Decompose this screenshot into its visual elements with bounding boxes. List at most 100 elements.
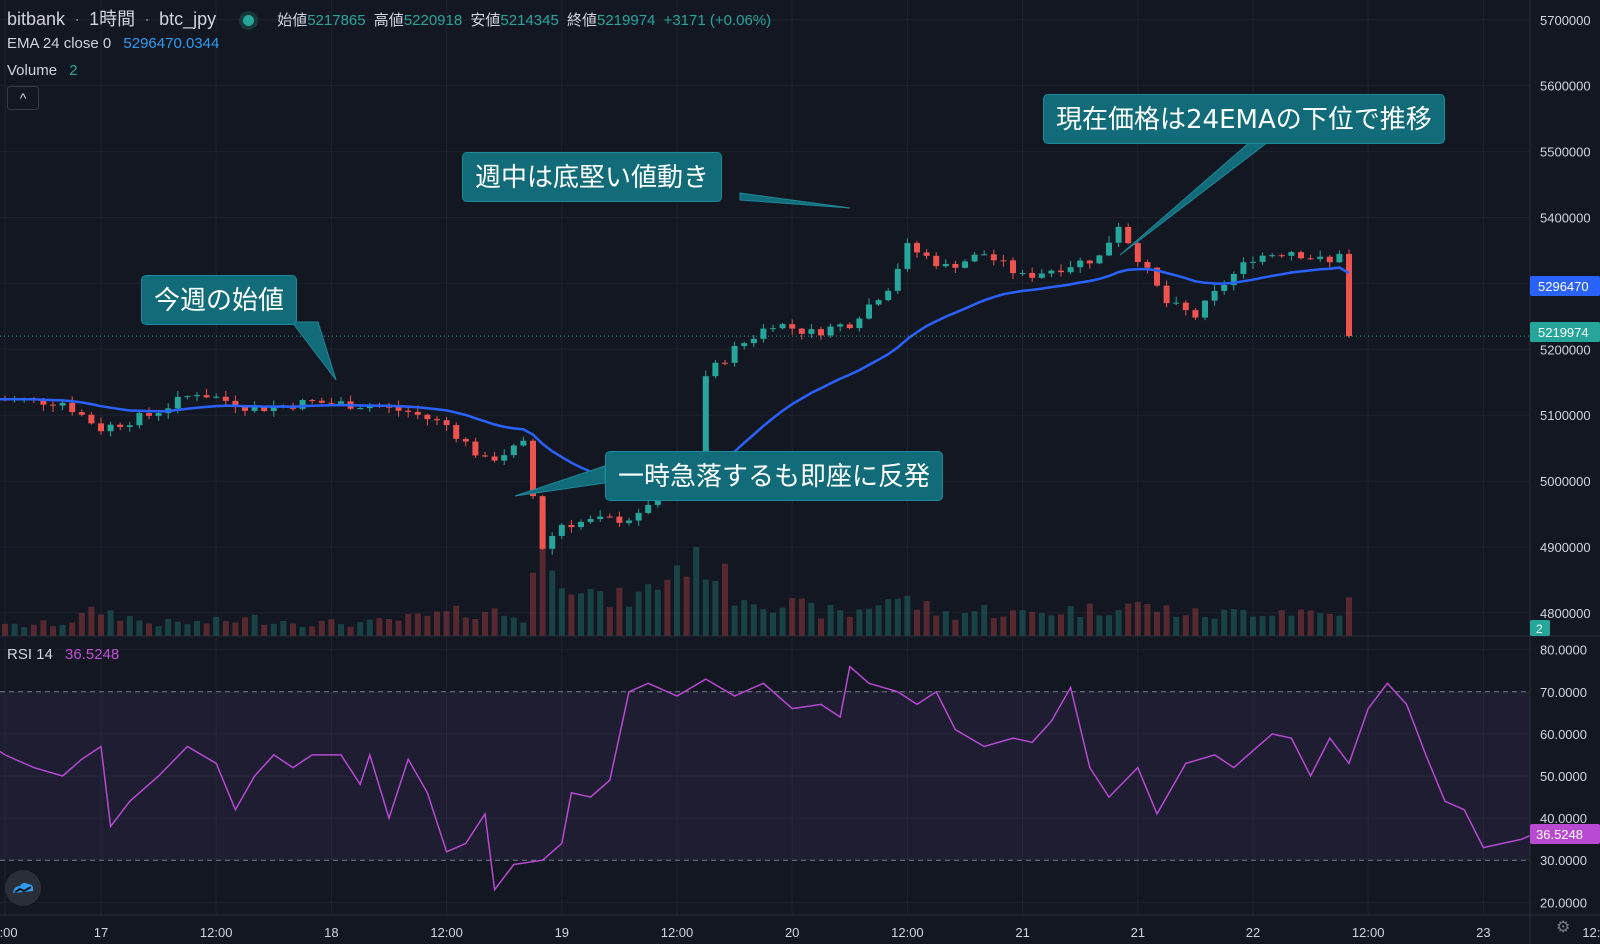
volume-bar bbox=[1336, 615, 1343, 636]
volume-bar bbox=[1250, 616, 1256, 636]
price-tick-label: 5600000 bbox=[1540, 79, 1591, 94]
candle bbox=[414, 411, 421, 415]
last-price-badge: 5219974 bbox=[1538, 325, 1589, 340]
candle bbox=[760, 328, 767, 339]
candle bbox=[1211, 290, 1218, 301]
time-tick-label: 19 bbox=[555, 925, 569, 940]
rsi-axis[interactable]: 80.0000 70.0000 60.0000 50.0000 40.0000 30.00… bbox=[1540, 643, 1587, 911]
price-tick-label: 4900000 bbox=[1540, 540, 1591, 555]
candle bbox=[1067, 267, 1074, 273]
volume-bar bbox=[904, 595, 911, 636]
candle bbox=[242, 407, 248, 411]
candle bbox=[261, 406, 268, 412]
volume-bar bbox=[549, 570, 556, 636]
volume-bar bbox=[827, 605, 834, 636]
candle bbox=[597, 516, 604, 520]
candle bbox=[731, 345, 738, 363]
candle bbox=[184, 396, 191, 398]
ema-legend[interactable]: EMA 24 close 0 5296470.0344 bbox=[7, 35, 223, 52]
candle bbox=[462, 438, 469, 442]
volume-bar bbox=[213, 616, 220, 636]
volume-bar bbox=[395, 620, 402, 636]
open-label: 始値 bbox=[277, 12, 308, 29]
time-tick-label: 2:00 bbox=[0, 925, 18, 940]
candle bbox=[1298, 252, 1304, 259]
candlestick-series bbox=[2, 222, 1352, 555]
volume-bar bbox=[251, 614, 258, 636]
candle bbox=[251, 406, 258, 411]
last-price-badge-bg bbox=[1530, 322, 1600, 342]
symbol-header[interactable]: bitbank · 1時間 · btc_jpy 始値5217865 高値5220… bbox=[7, 9, 772, 29]
candle bbox=[501, 455, 508, 461]
settings-gear-icon[interactable]: ⚙ bbox=[1556, 919, 1571, 936]
volume-badge-bg bbox=[1530, 620, 1550, 636]
time-tick-label: 20 bbox=[785, 925, 799, 940]
volume-legend-value: 2 bbox=[69, 62, 78, 79]
candle bbox=[645, 504, 652, 513]
time-tick-label: 12:00 bbox=[891, 925, 924, 940]
volume-bar bbox=[194, 620, 200, 636]
candle bbox=[1307, 258, 1314, 260]
price-tick-label: 5200000 bbox=[1540, 342, 1591, 357]
candle bbox=[558, 524, 565, 536]
candle bbox=[837, 324, 844, 327]
rsi-legend-value: 36.5248 bbox=[65, 646, 120, 663]
candle bbox=[472, 441, 479, 456]
volume-bar bbox=[962, 612, 968, 636]
tradingview-logo-icon[interactable] bbox=[5, 870, 41, 906]
candle bbox=[539, 496, 546, 549]
candle bbox=[1192, 310, 1199, 318]
candle bbox=[357, 408, 364, 410]
volume-bar bbox=[587, 588, 594, 636]
annotation-week-open[interactable]: 今週の始値 bbox=[141, 275, 298, 325]
candle bbox=[136, 413, 143, 426]
volume-bar bbox=[261, 624, 268, 636]
high-value: 5220918 bbox=[403, 12, 463, 29]
callout-pointers bbox=[290, 141, 1270, 497]
price-tick-label: 5500000 bbox=[1540, 145, 1591, 160]
volume-bar bbox=[1269, 615, 1276, 636]
volume-bar bbox=[846, 616, 853, 636]
volume-bar bbox=[1115, 610, 1122, 636]
rsi-tick-label: 50.0000 bbox=[1540, 769, 1587, 784]
collapse-legend-button[interactable]: ^ bbox=[7, 86, 39, 110]
volume-bar bbox=[530, 572, 536, 636]
volume-bar bbox=[1278, 610, 1285, 636]
candle bbox=[203, 395, 210, 398]
volume-legend[interactable]: Volume 2 bbox=[7, 62, 82, 79]
interval-label[interactable]: 1時間 bbox=[89, 9, 136, 29]
volume-bar bbox=[894, 598, 901, 636]
volume-bar bbox=[21, 627, 28, 636]
rsi-tick-label: 80.0000 bbox=[1540, 643, 1587, 658]
volume-bar bbox=[990, 617, 997, 636]
candle bbox=[971, 254, 978, 262]
candle bbox=[78, 412, 85, 415]
candle bbox=[712, 362, 719, 377]
candle bbox=[146, 413, 152, 416]
rsi-line bbox=[0, 665, 1542, 892]
volume-bar bbox=[328, 619, 335, 636]
price-axis[interactable]: 5700000560000055000005400000530000052000… bbox=[1540, 13, 1591, 621]
volume-bar bbox=[1259, 616, 1266, 636]
ema-badge: 5296470 bbox=[1538, 279, 1589, 294]
candle bbox=[894, 268, 901, 291]
rsi-legend[interactable]: RSI 14 36.5248 bbox=[7, 646, 123, 663]
candle bbox=[59, 402, 66, 406]
volume-bar bbox=[453, 605, 460, 636]
candle bbox=[1288, 252, 1295, 256]
time-axis[interactable]: 2:00 17 12:00 18 12:00 19 12:00 20 12:00 21 21 22 12… bbox=[0, 925, 1600, 940]
annotation-sharp-drop-rebound[interactable]: 一時急落するも即座に反発 bbox=[605, 451, 944, 501]
volume-bar bbox=[1067, 606, 1074, 636]
candle bbox=[549, 535, 556, 549]
candle bbox=[1259, 255, 1266, 262]
candle bbox=[904, 243, 911, 269]
rsi-legend-label: RSI 14 bbox=[7, 646, 53, 663]
annotation-below-ema[interactable]: 現在価格は24EMAの下位で推移 bbox=[1043, 94, 1445, 144]
volume-bar bbox=[731, 605, 738, 636]
price-tick-label: 5700000 bbox=[1540, 13, 1591, 28]
volume-bars bbox=[2, 510, 1352, 636]
candle bbox=[530, 440, 536, 497]
candle bbox=[606, 516, 613, 518]
annotation-firm-midweek[interactable]: 週中は底堅い値動き bbox=[462, 152, 723, 202]
